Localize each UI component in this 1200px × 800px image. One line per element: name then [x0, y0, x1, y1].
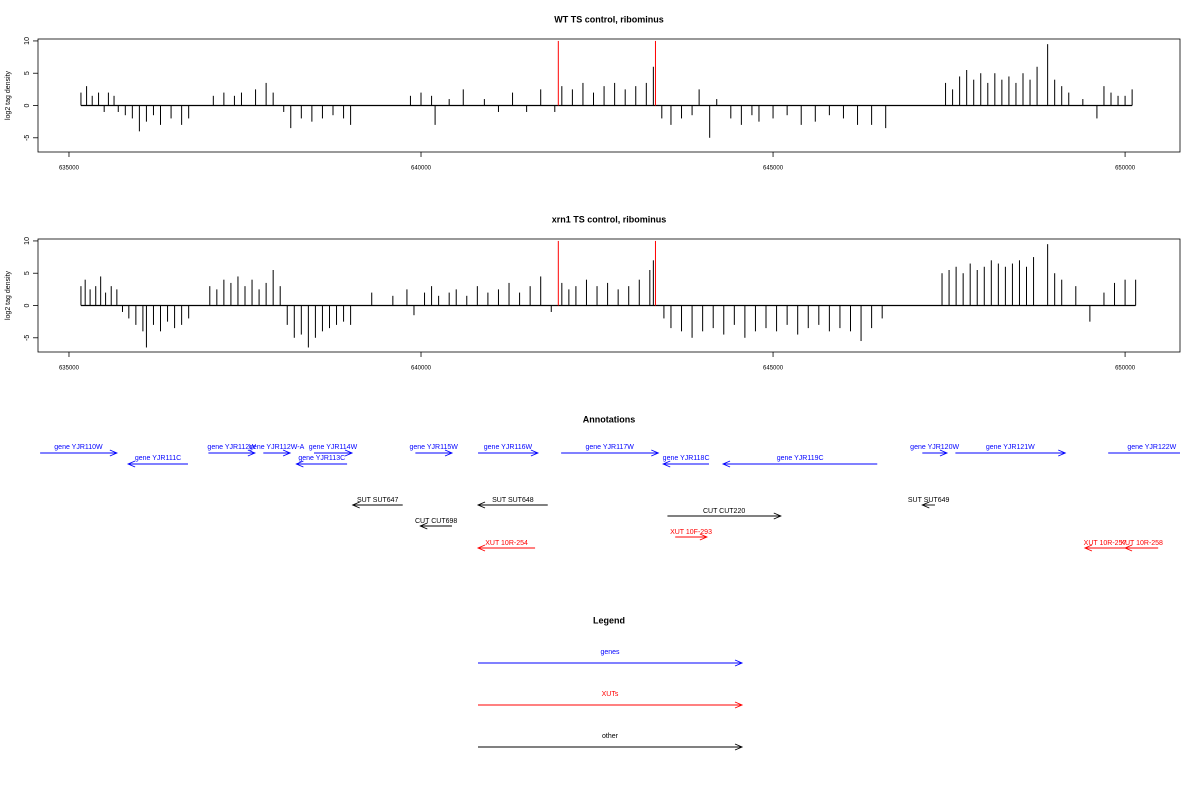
x-tick-label: 650000 [1115, 166, 1136, 172]
feature-arrow-head [1083, 544, 1093, 552]
feature-arrow-head [126, 460, 136, 468]
feature-label: SUT SUT649 [908, 497, 950, 504]
legend-label: other [602, 733, 619, 740]
feature-arrow-head [773, 512, 782, 520]
feature-arrow-head [721, 460, 731, 468]
feature-arrow-head [651, 449, 660, 457]
annotations-title: Annotations [583, 414, 636, 424]
feature-arrow-head [419, 522, 428, 530]
feature-label: gene YJR112W-A [249, 444, 305, 451]
y-tick-label: -5 [24, 335, 31, 341]
feature-arrow-head [939, 449, 949, 457]
feature-arrow-head [662, 460, 671, 468]
x-tick-label: 645000 [763, 166, 784, 172]
y-tick-label: 5 [24, 271, 31, 275]
feature-label: XUT 10R-254 [485, 540, 528, 547]
feature-label: XUT 10R-257 [1084, 540, 1127, 547]
feature-arrow-head [444, 449, 454, 457]
x-tick-label: 640000 [411, 366, 432, 372]
feature-label: SUT SUT648 [492, 497, 534, 504]
feature-arrow-head [476, 501, 486, 509]
feature-arrow-head [351, 501, 360, 509]
y-tick-label: 10 [24, 237, 31, 245]
feature-arrow-head [282, 449, 292, 457]
legend-title: Legend [593, 615, 625, 625]
feature-label: gene YJR114W [309, 444, 358, 451]
legend-label: XUTs [602, 691, 619, 698]
feature-label: gene YJR120W [910, 444, 959, 451]
y-tick-label: 5 [24, 71, 31, 75]
chart-title: WT TS control, ribominus [554, 14, 664, 24]
y-tick-label: -5 [24, 135, 31, 141]
feature-arrow-head [921, 501, 930, 509]
y-tick-label: 0 [24, 103, 31, 107]
feature-arrow-head [1058, 449, 1067, 457]
feature-arrow-head [344, 449, 354, 457]
y-axis-label: log2 tag density [5, 70, 12, 120]
feature-arrow-head [699, 533, 709, 541]
feature-label: XUT 10R-258 [1120, 540, 1163, 547]
chart: WT TS control, ribominus log2 tag density… [5, 14, 1181, 172]
feature-label: CUT CUT220 [703, 508, 745, 515]
x-tick-label: 635000 [59, 366, 80, 372]
chart-title: xrn1 TS control, ribominus [552, 214, 667, 224]
feature-label: gene YJR118C [663, 455, 710, 462]
feature-arrow-head [476, 544, 486, 552]
feature-label: gene YJR115W [409, 444, 458, 451]
x-tick-label: 650000 [1115, 366, 1136, 372]
feature-label: gene YJR119C [777, 455, 824, 462]
feature-arrow-head [295, 460, 304, 468]
y-tick-label: 10 [24, 37, 31, 45]
feature-label: gene YJR122W [1127, 444, 1176, 451]
plot-frame [37, 38, 1181, 153]
feature-arrow-head [1188, 450, 1195, 456]
legend-label: genes [600, 649, 620, 656]
y-tick-label: 0 [24, 303, 31, 307]
feature-label: gene YJR110W [54, 444, 103, 451]
x-tick-label: 640000 [411, 166, 432, 172]
legend: genes XUTs other [478, 649, 744, 751]
legend-arrow-head [734, 701, 744, 709]
feature-label: gene YJR111C [135, 455, 181, 462]
feature-label: gene YJR117W [586, 444, 635, 451]
feature-label: gene YJR113C [298, 455, 345, 462]
x-tick-label: 645000 [763, 366, 784, 372]
feature-arrow-head [1123, 544, 1133, 552]
feature-arrow-head [530, 449, 540, 457]
feature-arrow-head [247, 449, 256, 457]
chart: xrn1 TS control, ribominus log2 tag densi… [5, 214, 1181, 372]
feature-label: gene YJR116W [484, 444, 533, 451]
feature-label: SUT SUT647 [357, 497, 399, 504]
feature-label: XUT 10F-293 [670, 529, 712, 536]
feature-label: gene YJR112W [207, 444, 256, 451]
charts: WT TS control, ribominus log2 tag density… [5, 14, 1181, 372]
legend-arrow-head [734, 743, 744, 751]
feature-arrow-head [109, 449, 118, 457]
legend-arrow-head [734, 659, 744, 667]
y-axis-label: log2 tag density [5, 270, 12, 320]
plot-frame [37, 238, 1181, 353]
feature-label: CUT CUT698 [415, 518, 457, 525]
x-tick-label: 635000 [59, 166, 80, 172]
feature-label: gene YJR121W [986, 444, 1035, 451]
